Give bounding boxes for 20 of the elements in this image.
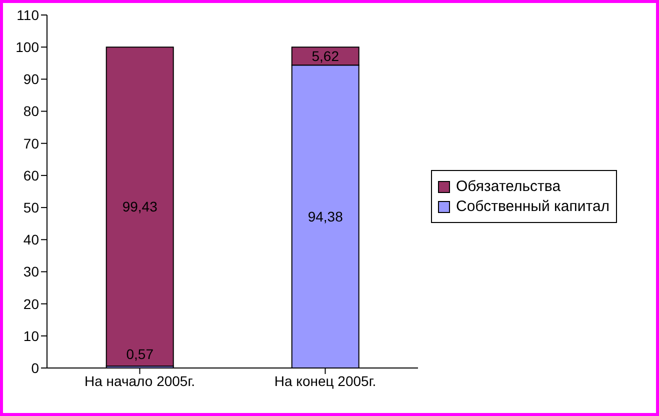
legend-label: Собственный капитал [456, 198, 610, 215]
data-label: 5,62 [312, 48, 340, 64]
y-tick-label: 90 [23, 71, 40, 88]
y-tick-label: 70 [23, 135, 40, 152]
y-tick-label: 0 [31, 360, 40, 376]
y-tick-label: 10 [23, 328, 40, 344]
y-tick-label: 110 [16, 6, 40, 23]
y-tick-label: 30 [23, 264, 40, 280]
x-tick-label: На конец 2005г. [274, 372, 376, 389]
y-tick-label: 60 [23, 167, 40, 184]
legend-label: Обязательства [456, 178, 561, 195]
y-tick-label: 100 [16, 39, 40, 56]
data-label: 0,57 [126, 346, 154, 362]
data-label: 99,43 [122, 198, 158, 215]
y-tick-label: 40 [23, 232, 40, 248]
y-tick-label: 80 [23, 103, 40, 120]
y-tick-label: 50 [23, 200, 40, 216]
y-tick-label: 20 [23, 296, 40, 312]
data-label: 94,38 [308, 208, 344, 225]
x-tick-label: На начало 2005г. [84, 372, 196, 389]
